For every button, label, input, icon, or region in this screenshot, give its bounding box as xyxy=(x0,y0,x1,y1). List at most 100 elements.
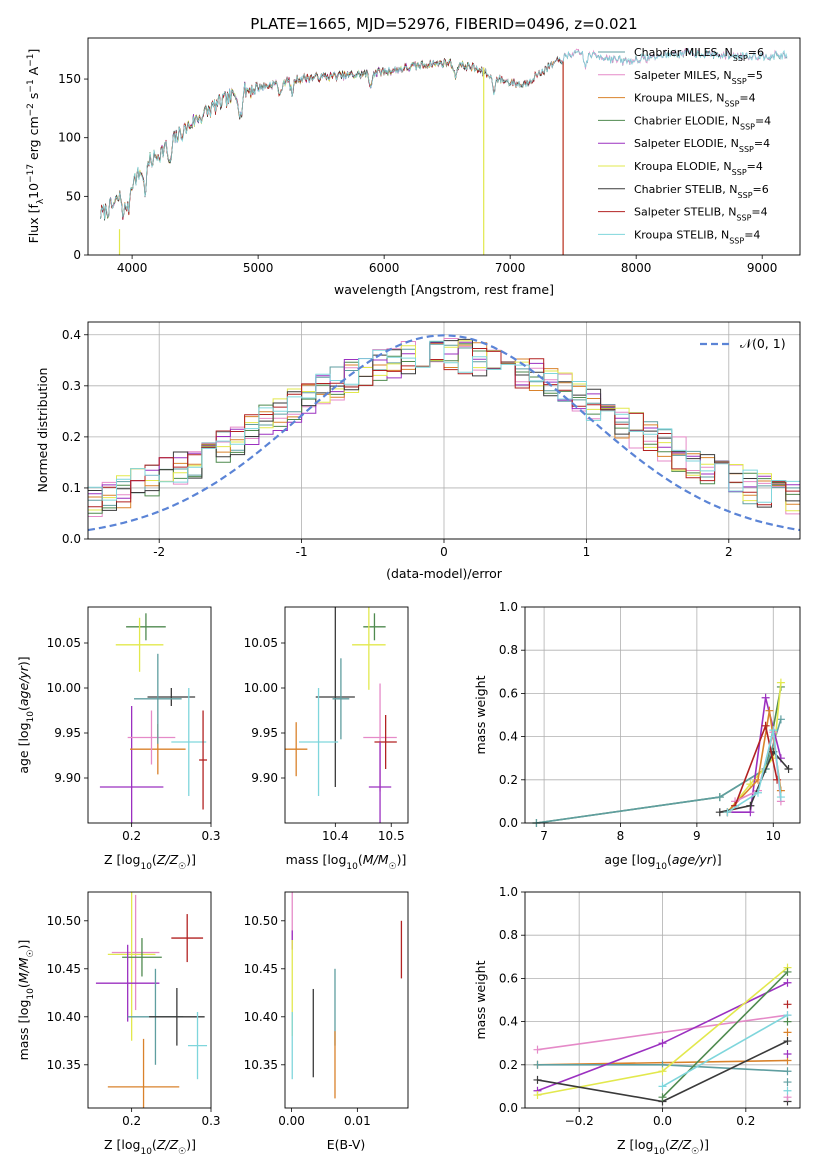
legend-entry: Kroupa MILES, NSSP=4 xyxy=(634,92,756,109)
weight-marker xyxy=(761,693,770,702)
x-axis-label: (data-model)/error xyxy=(386,566,503,581)
weight-marker xyxy=(776,715,785,724)
weight-marker xyxy=(658,1039,667,1048)
y-tick-label: 50 xyxy=(66,189,81,203)
x-tick-label: 0.2 xyxy=(122,829,141,843)
weight-marker xyxy=(533,1091,542,1100)
weight-marker xyxy=(783,1078,792,1087)
y-axis-label: Flux [fλ10−17 erg cm−2 s−1 A−1] xyxy=(26,49,46,244)
histogram-step xyxy=(88,348,800,508)
axes-frame xyxy=(284,891,409,1109)
weight-marker xyxy=(658,1082,667,1091)
x-tick-label: 7000 xyxy=(495,261,526,275)
legend-entry: Salpeter STELIB, NSSP=4 xyxy=(634,206,768,223)
weight-marker xyxy=(658,1067,667,1076)
weight-marker xyxy=(783,1000,792,1009)
histogram-step xyxy=(88,340,800,503)
y-tick-label: 0.4 xyxy=(62,328,81,342)
y-tick-label: 150 xyxy=(58,72,81,86)
weight-marker xyxy=(753,788,762,797)
axes-frame xyxy=(87,37,801,256)
x-axis-label: Z [log10(Z/Z☉)] xyxy=(104,852,196,872)
y-tick-label: 0.2 xyxy=(499,773,518,787)
weight-vs-metallicity-panel: −0.2 0.0 0.2 0.0 0.2 0.4 0.6 0.8 1.0 Z [log10(Z/Z… xyxy=(473,885,801,1157)
y-tick-label: 9.90 xyxy=(251,771,278,785)
mass-vs-reddening-panel: 0.00 0.01 10.35 10.40 10.45 10.50 E(B-V) xyxy=(244,891,409,1152)
x-axis-label: mass [log10(M/M☉)] xyxy=(286,852,407,872)
x-tick-label: 5000 xyxy=(243,261,274,275)
axes-frame xyxy=(284,606,409,824)
mass-vs-metallicity-panel: 0.2 0.3 10.35 10.40 10.45 10.50 Z [log10(Z/Z☉)… xyxy=(16,891,221,1157)
legend-entry: Chabrier STELIB, NSSP=6 xyxy=(634,183,769,200)
y-tick-label: 0.0 xyxy=(62,532,81,546)
y-tick-label: 10.35 xyxy=(47,1058,81,1072)
weight-marker xyxy=(746,801,755,810)
y-tick-label: 10.00 xyxy=(47,681,81,695)
weight-marker xyxy=(783,978,792,987)
y-axis-label: age [log10(age/yr)] xyxy=(16,656,36,773)
y-tick-label: 1.0 xyxy=(499,600,518,614)
spectrum-line xyxy=(100,59,555,220)
y-tick-label: 10.50 xyxy=(47,914,81,928)
legend-entry: Chabrier MILES, NSSP=6 xyxy=(634,46,764,63)
weight-line xyxy=(537,1014,788,1051)
y-tick-label: 100 xyxy=(58,131,81,145)
y-tick-label: 0.2 xyxy=(499,1058,518,1072)
spectrum-panel: 4000 5000 6000 7000 8000 9000 0 50 100 150 wavelen… xyxy=(26,37,801,297)
y-tick-label: 0.0 xyxy=(499,1101,518,1115)
y-tick-label: 9.95 xyxy=(251,726,278,740)
axes-frame xyxy=(87,891,212,1109)
x-tick-label: 1 xyxy=(583,545,591,559)
y-tick-label: 0.4 xyxy=(499,730,518,744)
x-tick-label: 8000 xyxy=(621,261,652,275)
x-tick-label: 0 xyxy=(440,545,448,559)
spectrum-line xyxy=(100,57,563,220)
y-tick-label: 10.40 xyxy=(47,1010,81,1024)
x-tick-label: 0.01 xyxy=(344,1114,371,1128)
weight-marker xyxy=(533,1045,542,1054)
weight-marker xyxy=(783,1086,792,1095)
legend-entry: Kroupa STELIB, NSSP=4 xyxy=(634,228,760,245)
y-axis-label: mass weight xyxy=(473,675,488,754)
axes-frame xyxy=(524,606,801,824)
weight-line xyxy=(662,1014,788,1088)
age-vs-metallicity-panel: 0.2 0.3 9.90 9.95 10.00 10.05 Z [log10(Z/Z☉)] a… xyxy=(16,606,221,872)
x-tick-label: 0.00 xyxy=(278,1114,305,1128)
x-tick-label: 0.3 xyxy=(201,829,220,843)
axes-frame xyxy=(87,606,212,824)
x-tick-label: 10.4 xyxy=(322,829,349,843)
y-tick-label: 10.00 xyxy=(244,681,278,695)
y-tick-label: 10.35 xyxy=(244,1058,278,1072)
y-tick-label: 9.90 xyxy=(54,771,81,785)
x-tick-label: 4000 xyxy=(117,261,148,275)
weight-marker xyxy=(723,808,732,817)
y-tick-label: 0.8 xyxy=(499,643,518,657)
y-tick-label: 10.45 xyxy=(244,962,278,976)
x-tick-label: -2 xyxy=(153,545,165,559)
y-tick-label: 0.4 xyxy=(499,1015,518,1029)
y-tick-label: 0.0 xyxy=(499,816,518,830)
axes-frame xyxy=(524,891,801,1109)
weight-marker xyxy=(761,721,770,730)
weight-marker xyxy=(783,1067,792,1076)
x-tick-label: 0.0 xyxy=(653,1114,672,1128)
normal-curve xyxy=(88,334,800,532)
x-tick-label: 10.5 xyxy=(378,829,405,843)
axes-frame xyxy=(87,321,801,540)
weight-marker xyxy=(783,1017,792,1026)
y-tick-label: 9.95 xyxy=(54,726,81,740)
weight-marker xyxy=(715,793,724,802)
y-tick-label: 1.0 xyxy=(499,885,518,899)
spectrum-line xyxy=(100,48,788,220)
legend-entry: Salpeter ELODIE, NSSP=4 xyxy=(634,137,770,154)
weight-line xyxy=(536,686,782,823)
x-axis-label: wavelength [Angstrom, rest frame] xyxy=(334,282,554,297)
y-tick-label: 10.50 xyxy=(244,914,278,928)
y-tick-label: 0.8 xyxy=(499,928,518,942)
weight-marker xyxy=(776,793,785,802)
weight-marker xyxy=(765,706,774,715)
x-tick-label: 10 xyxy=(766,829,781,843)
y-tick-label: 0.2 xyxy=(62,430,81,444)
weight-marker xyxy=(658,1093,667,1102)
weight-line xyxy=(726,729,782,813)
